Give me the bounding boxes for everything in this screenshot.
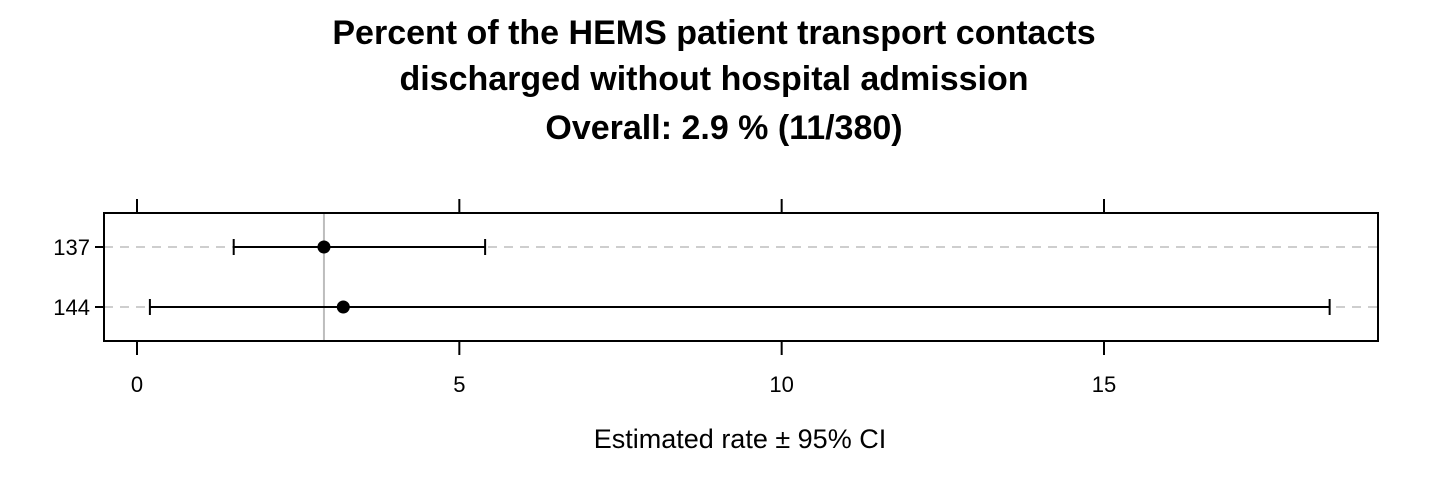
x-tick-label-10: 10 (769, 372, 793, 397)
x-axis-label: Estimated rate ± 95% CI (594, 424, 886, 454)
x-tick-label-15: 15 (1092, 372, 1116, 397)
plot-frame (103, 212, 1379, 342)
point-137 (317, 240, 331, 254)
point-144 (336, 300, 350, 314)
chart-title-line-3: Overall: 2.9 % (11/380) (545, 109, 902, 147)
plot-area (104, 213, 1378, 341)
x-tick-label-5: 5 (453, 372, 465, 397)
y-tick-label-137: 137 (53, 235, 90, 260)
y-tick-label-144: 144 (53, 295, 90, 320)
x-tick-label-0: 0 (131, 372, 143, 397)
chart-title-line-2: discharged without hospital admission (399, 60, 1028, 98)
chart-title-line-1: Percent of the HEMS patient transport co… (332, 14, 1095, 52)
